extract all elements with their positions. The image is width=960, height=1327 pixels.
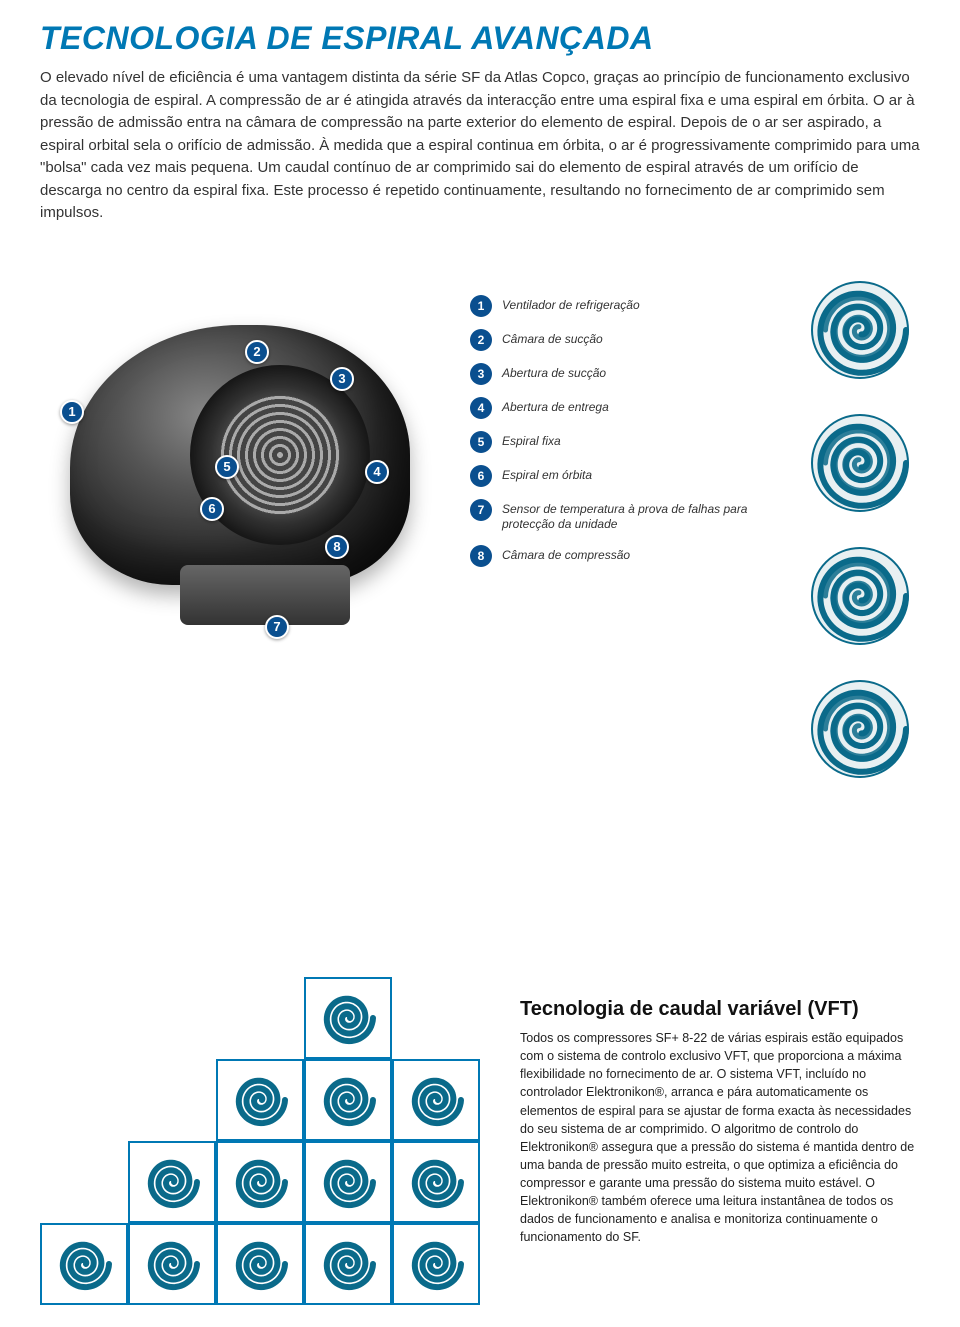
spiral-icon	[318, 1234, 378, 1294]
spiral-icon	[810, 413, 910, 513]
step-cell	[216, 1059, 304, 1141]
callout-badge-5: 5	[215, 455, 239, 479]
intro-paragraph: O elevado nível de eficiência é uma vant…	[40, 67, 920, 225]
callout-badge-7: 7	[265, 615, 289, 639]
legend-text: Ventilador de refrigeração	[502, 295, 640, 314]
step-cell	[392, 1141, 480, 1223]
compressor-base	[180, 565, 350, 625]
legend-row-3: 3 Abertura de sucção	[470, 363, 750, 385]
legend-row-8: 8 Câmara de compressão	[470, 545, 750, 567]
vft-text: Todos os compressores SF+ 8-22 de várias…	[520, 1029, 920, 1247]
spiral-icon	[230, 1234, 290, 1294]
step-cell	[216, 1223, 304, 1305]
compressor-image: 12345678	[40, 305, 440, 625]
spiral-icon	[142, 1234, 202, 1294]
callout-badge-1: 1	[60, 400, 84, 424]
legend-badge: 5	[470, 431, 492, 453]
spiral-icon	[318, 1070, 378, 1130]
step-cell	[304, 1141, 392, 1223]
step-cell	[304, 1059, 392, 1141]
legend-badge: 3	[470, 363, 492, 385]
step-cell	[128, 1141, 216, 1223]
callout-badge-4: 4	[365, 460, 389, 484]
spiral-icon	[142, 1152, 202, 1212]
callout-badge-6: 6	[200, 497, 224, 521]
step-cell	[304, 1223, 392, 1305]
legend-badge: 8	[470, 545, 492, 567]
compressor-spiral-face	[220, 395, 340, 515]
spiral-icon	[230, 1152, 290, 1212]
spiral-stage-1	[810, 280, 910, 385]
spiral-icon	[406, 1070, 466, 1130]
legend-text: Abertura de entrega	[502, 397, 609, 416]
legend-badge: 6	[470, 465, 492, 487]
legend-badge: 2	[470, 329, 492, 351]
spiral-icon	[230, 1070, 290, 1130]
legend-list: 1 Ventilador de refrigeração 2 Câmara de su…	[470, 295, 750, 579]
step-cell	[216, 1141, 304, 1223]
legend-row-4: 4 Abertura de entrega	[470, 397, 750, 419]
diagram-section: 1 2 3 4 5 6 7 8 1 Ventilador de refrigeração 2 Câm…	[40, 265, 920, 645]
legend-badge: 7	[470, 499, 492, 521]
callout-badge-2: 2	[245, 340, 269, 364]
legend-row-6: 6 Espiral em órbita	[470, 465, 750, 487]
legend-text: Espiral em órbita	[502, 465, 592, 484]
spiral-icon	[810, 546, 910, 646]
legend-row-2: 2 Câmara de sucção	[470, 329, 750, 351]
step-cell	[392, 1059, 480, 1141]
step-cell	[40, 1223, 128, 1305]
legend-badge: 1	[470, 295, 492, 317]
step-cell	[392, 1223, 480, 1305]
legend-text: Câmara de sucção	[502, 329, 603, 348]
step-cell	[304, 977, 392, 1059]
page-title: TECNOLOGIA DE ESPIRAL AVANÇADA	[40, 20, 920, 57]
legend-row-5: 5 Espiral fixa	[470, 431, 750, 453]
legend-text: Sensor de temperatura à prova de falhas …	[502, 499, 750, 533]
step-cell	[128, 1223, 216, 1305]
legend-text: Espiral fixa	[502, 431, 561, 450]
spiral-stages-column	[800, 280, 920, 784]
spiral-icon	[406, 1152, 466, 1212]
vft-title: Tecnologia de caudal variável (VFT)	[520, 997, 920, 1021]
spiral-stage-2	[810, 413, 910, 518]
spiral-icon	[810, 679, 910, 779]
spiral-icon	[318, 988, 378, 1048]
spiral-stage-3	[810, 546, 910, 651]
bottom-section: Tecnologia de caudal variável (VFT) Todo…	[40, 977, 920, 1307]
spiral-stage-4	[810, 679, 910, 784]
spiral-icon	[810, 280, 910, 380]
legend-badge: 4	[470, 397, 492, 419]
legend-row-1: 1 Ventilador de refrigeração	[470, 295, 750, 317]
spiral-icon	[54, 1234, 114, 1294]
callout-badge-3: 3	[330, 367, 354, 391]
legend-row-7: 7 Sensor de temperatura à prova de falhas…	[470, 499, 750, 533]
step-chart	[40, 977, 480, 1307]
spiral-icon	[318, 1152, 378, 1212]
legend-text: Câmara de compressão	[502, 545, 630, 564]
callout-badge-8: 8	[325, 535, 349, 559]
vft-box: Tecnologia de caudal variável (VFT) Todo…	[520, 977, 920, 1307]
legend-text: Abertura de sucção	[502, 363, 606, 382]
spiral-icon	[406, 1234, 466, 1294]
